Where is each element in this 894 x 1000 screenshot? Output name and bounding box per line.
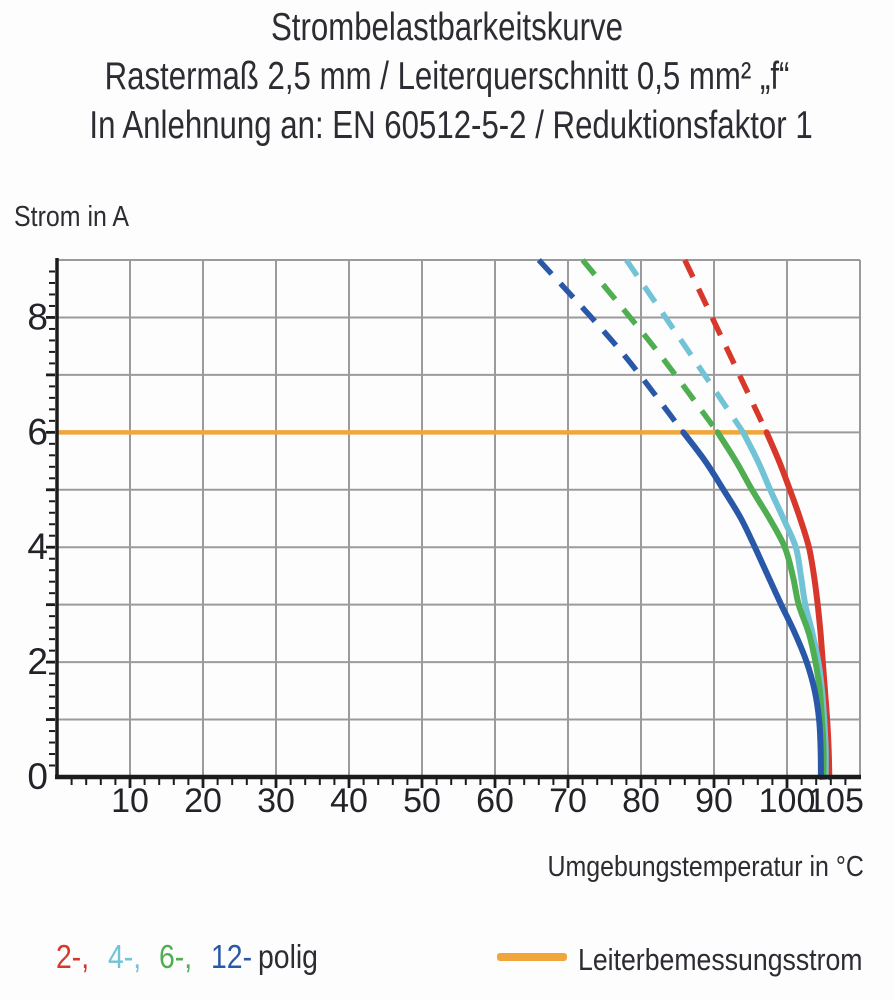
x-tick-label: 10 bbox=[111, 782, 149, 820]
chart-header: Strombelastbarkeitskurve Rastermaß 2,5 m… bbox=[0, 3, 894, 150]
legend-item-12: 12- bbox=[210, 938, 252, 975]
x-tick-label: 20 bbox=[184, 782, 222, 820]
axis-ticks bbox=[46, 270, 847, 788]
y-tick-label: 0 bbox=[27, 756, 48, 797]
legend-item-6-polig: 6-, bbox=[159, 938, 193, 975]
y-tick-label: 6 bbox=[27, 411, 48, 452]
series-solid-12-polig bbox=[680, 429, 824, 780]
series-dashed-12-polig bbox=[536, 258, 686, 434]
x-tick-label: 60 bbox=[476, 782, 514, 820]
series-curves bbox=[536, 258, 833, 780]
chart-title: Strombelastbarkeitskurve bbox=[270, 6, 623, 49]
chart-subtitle-2: In Anlehnung an: EN 60512-5-2 / Reduktio… bbox=[89, 104, 813, 147]
series-dashed-4-polig bbox=[624, 258, 746, 434]
y-tick-label: 8 bbox=[27, 296, 48, 337]
y-tick-label: 2 bbox=[27, 641, 48, 682]
legend-item-12-polig: 12- polig bbox=[211, 938, 328, 976]
series-dashed-2-polig bbox=[682, 258, 770, 434]
x-axis-title: Umgebungstemperatur in °C bbox=[547, 851, 864, 883]
reference-legend: Leiterbemessungsstrom bbox=[497, 930, 894, 990]
x-tick-label: 90 bbox=[695, 782, 733, 820]
x-tick-label: 70 bbox=[549, 782, 587, 820]
reference-line-label: Leiterbemessungsstrom bbox=[578, 942, 863, 977]
x-tick-label: 80 bbox=[622, 782, 660, 820]
x-tick-label: 100 bbox=[759, 782, 816, 820]
x-tick-label: 50 bbox=[403, 782, 441, 820]
legend-item-4-polig: 4-, bbox=[107, 938, 141, 975]
series-dashed-6-polig bbox=[580, 258, 720, 434]
legend-item-polig-suffix: polig bbox=[258, 938, 319, 975]
y-axis-title: Strom in A bbox=[14, 201, 130, 233]
legend-item-2-polig: 2-, bbox=[56, 938, 90, 975]
x-tick-label: 105 bbox=[807, 782, 864, 820]
poles-legend: 2-, 4-, 6-, 12- polig bbox=[56, 938, 328, 976]
reference-line-swatch bbox=[497, 953, 567, 961]
y-tick-label: 4 bbox=[27, 526, 48, 567]
chart-subtitle: Rastermaß 2,5 mm / Leiterquerschnitt 0,5… bbox=[104, 55, 790, 98]
x-tick-label: 40 bbox=[330, 782, 368, 820]
x-tick-label: 30 bbox=[257, 782, 295, 820]
